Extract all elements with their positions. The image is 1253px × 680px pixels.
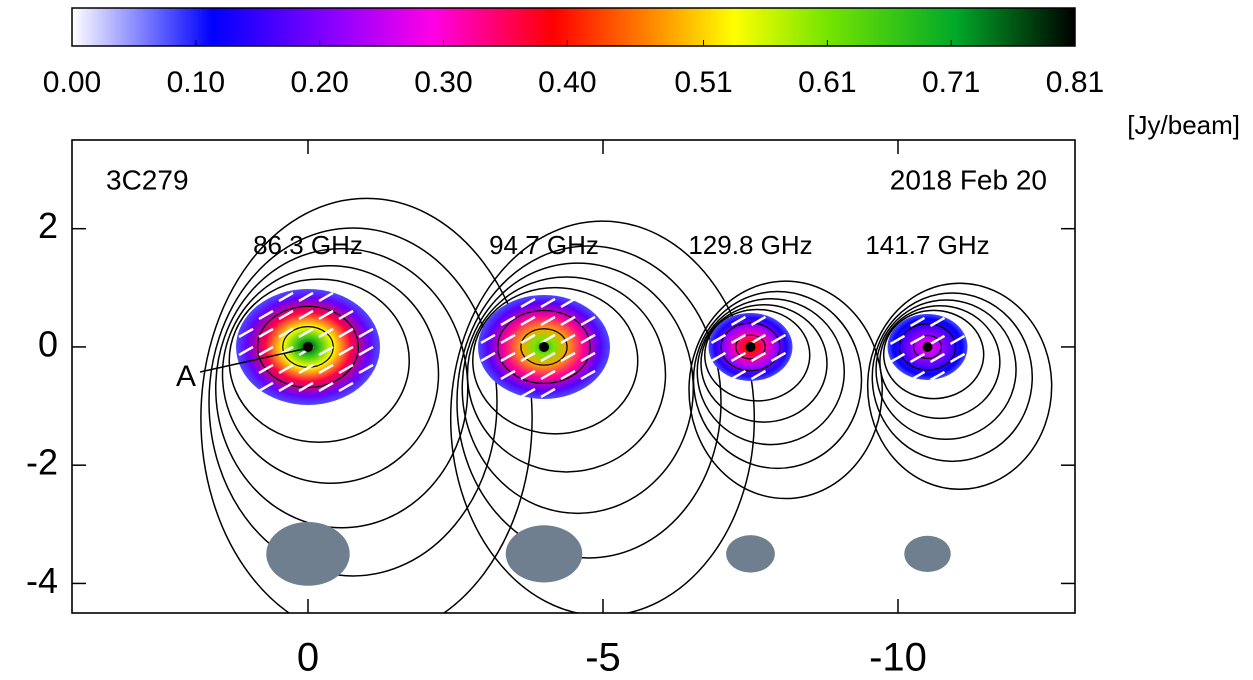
colorbar-tick-label: 0.51 [674, 66, 732, 99]
colorbar-tick-label: 0.61 [798, 66, 856, 99]
x-tick-label: -10 [869, 636, 927, 680]
core [923, 342, 933, 352]
colorbar-unit: [Jy/beam] [1127, 110, 1240, 140]
contour [201, 198, 532, 638]
contour [689, 281, 882, 498]
y-tick-label: -2 [26, 442, 58, 483]
colorbar-tick-label: 0.30 [414, 66, 472, 99]
beam [266, 522, 350, 586]
annotation-label: A [176, 360, 196, 393]
colorbar-tick-label: 0.00 [43, 66, 101, 99]
core [539, 342, 549, 352]
contour [209, 228, 497, 576]
y-tick-label: 2 [38, 205, 58, 246]
frequency-label: 141.7 GHz [865, 230, 989, 260]
y-tick-label: -4 [26, 560, 58, 601]
contour [868, 283, 1052, 489]
date-label: 2018 Feb 20 [890, 164, 1047, 195]
colorbar-tick-label: 0.10 [167, 66, 225, 99]
core [303, 342, 313, 352]
beam [726, 535, 775, 572]
contour [872, 293, 1032, 461]
x-tick-label: -5 [585, 636, 621, 680]
y-tick-label: 0 [38, 323, 58, 364]
colorbar [72, 8, 1075, 46]
frequency-label: 94.7 GHz [489, 230, 599, 260]
plot-area [201, 198, 1052, 638]
colorbar-tick-label: 0.20 [290, 66, 348, 99]
core [746, 342, 756, 352]
beam [904, 536, 950, 572]
frequency-label: 86.3 GHz [253, 230, 363, 260]
chart: [Jy/beam] 3C279 2018 Feb 20 0.00 0.10 0.20… [0, 0, 1253, 680]
x-tick-label: 0 [297, 636, 319, 680]
beam [506, 525, 583, 582]
colorbar-tick-label: 0.81 [1046, 66, 1104, 99]
source-name: 3C279 [106, 164, 189, 195]
contour [694, 292, 862, 469]
frequency-label: 129.8 GHz [688, 230, 812, 260]
colorbar-tick-label: 0.71 [922, 66, 980, 99]
colorbar-tick-label: 0.40 [538, 66, 596, 99]
